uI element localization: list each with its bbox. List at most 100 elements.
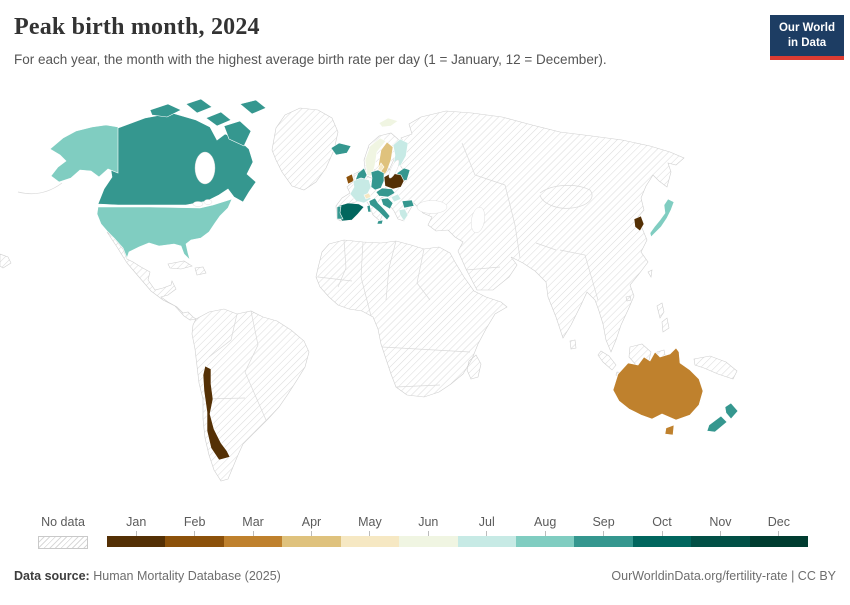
legend-month-jan: Jan bbox=[107, 514, 166, 547]
legend-tick bbox=[719, 531, 721, 536]
legend-no-data-label: No data bbox=[41, 515, 85, 529]
caspian-sea bbox=[471, 206, 485, 234]
region-hispaniola[interactable] bbox=[194, 266, 207, 276]
region-south-america[interactable] bbox=[191, 308, 310, 482]
data-source-label: Data source: bbox=[14, 569, 90, 583]
owid-logo-line1: Our World bbox=[778, 22, 835, 34]
legend-month-label: Aug bbox=[534, 515, 557, 529]
legend-month-jul: Jul bbox=[457, 514, 516, 547]
country-italy[interactable] bbox=[368, 197, 391, 225]
legend-month-dec: Dec bbox=[749, 514, 809, 547]
legend-month-nov: Nov bbox=[691, 514, 750, 547]
country-south-korea[interactable] bbox=[633, 215, 645, 232]
footer: Data source: Human Mortality Database (2… bbox=[14, 569, 836, 583]
country-iceland[interactable] bbox=[330, 142, 352, 156]
legend-month-aug: Aug bbox=[515, 514, 575, 547]
country-australia[interactable] bbox=[612, 347, 704, 421]
legend-month-label: Dec bbox=[767, 515, 790, 529]
legend-month-oct: Oct bbox=[632, 514, 692, 547]
legend-month-swatch[interactable] bbox=[691, 536, 750, 547]
legend-no-data: No data bbox=[38, 514, 88, 549]
legend-tick bbox=[486, 531, 488, 536]
legend-month-swatch[interactable] bbox=[749, 536, 809, 547]
legend-month-swatch[interactable] bbox=[165, 536, 224, 547]
legend-month-label: Nov bbox=[709, 515, 732, 529]
country-canada[interactable] bbox=[97, 112, 257, 206]
country-canada-arctic-islands[interactable] bbox=[149, 98, 267, 147]
great-lakes bbox=[192, 201, 204, 207]
country-germany[interactable] bbox=[370, 169, 385, 191]
legend-month-label: Mar bbox=[242, 515, 264, 529]
legend-month-label: Jul bbox=[478, 515, 495, 529]
baltic-sea bbox=[388, 159, 400, 179]
legend-month-jun: Jun bbox=[399, 514, 458, 547]
region-philippines[interactable] bbox=[656, 302, 670, 333]
legend-month-swatch[interactable] bbox=[574, 536, 633, 547]
legend-month-swatch[interactable] bbox=[340, 536, 400, 547]
country-usa-alaska[interactable] bbox=[49, 124, 119, 183]
legend-tick bbox=[135, 531, 137, 536]
country-greece[interactable] bbox=[398, 208, 409, 222]
region-madagascar[interactable] bbox=[466, 354, 482, 380]
hudson-bay bbox=[194, 151, 216, 185]
region-mexico-central-america[interactable] bbox=[106, 231, 197, 321]
map-legend: No data Jan Feb Mar Apr May bbox=[0, 514, 850, 554]
legend-no-data-swatch[interactable] bbox=[38, 536, 88, 549]
legend-month-swatch[interactable] bbox=[399, 536, 458, 547]
legend-month-label: Apr bbox=[301, 515, 322, 529]
owid-logo[interactable]: Our World in Data bbox=[770, 15, 844, 60]
legend-month-swatch[interactable] bbox=[107, 536, 166, 547]
region-taiwan bbox=[647, 269, 653, 278]
legend-month-swatch[interactable] bbox=[515, 536, 575, 547]
legend-tick bbox=[603, 531, 605, 536]
legend-month-swatch[interactable] bbox=[632, 536, 692, 547]
legend-month-apr: Apr bbox=[282, 514, 341, 547]
legend-month-swatch[interactable] bbox=[282, 536, 341, 547]
country-bulgaria[interactable] bbox=[401, 199, 415, 209]
legend-tick bbox=[369, 531, 371, 536]
region-cuba[interactable] bbox=[167, 260, 193, 270]
legend-month-swatch[interactable] bbox=[457, 536, 516, 547]
legend-month-label: May bbox=[358, 515, 382, 529]
country-svalbard[interactable] bbox=[378, 117, 399, 128]
legend-month-feb: Feb bbox=[165, 514, 224, 547]
country-switzerland[interactable] bbox=[363, 192, 372, 200]
legend-months: Jan Feb Mar Apr May Jun bbox=[107, 514, 809, 547]
page-subtitle: For each year, the month with the highes… bbox=[14, 52, 607, 67]
country-hungary[interactable] bbox=[390, 193, 402, 203]
country-denmark[interactable] bbox=[377, 162, 385, 172]
region-sumatra[interactable] bbox=[597, 350, 617, 371]
region-new-guinea[interactable] bbox=[693, 355, 738, 380]
legend-month-swatch[interactable] bbox=[223, 536, 283, 547]
data-source: Data source: Human Mortality Database (2… bbox=[14, 569, 281, 583]
legend-month-label: Jun bbox=[418, 515, 439, 529]
legend-month-may: May bbox=[340, 514, 400, 547]
footer-link[interactable]: OurWorldinData.org/fertility-rate | CC B… bbox=[611, 569, 836, 583]
country-portugal[interactable] bbox=[336, 205, 344, 220]
internal-borders-asia bbox=[461, 142, 599, 301]
country-australia-tasmania[interactable] bbox=[664, 424, 675, 436]
country-japan[interactable] bbox=[649, 198, 675, 238]
black-sea bbox=[416, 200, 448, 214]
legend-month-mar: Mar bbox=[223, 514, 283, 547]
legend-tick bbox=[544, 531, 546, 536]
country-czechia-austria[interactable] bbox=[375, 187, 396, 198]
owid-logo-line2: in Data bbox=[787, 36, 827, 49]
legend-month-label: Jan bbox=[126, 515, 147, 529]
legend-tick bbox=[194, 531, 196, 536]
country-usa[interactable] bbox=[96, 198, 233, 262]
country-new-zealand[interactable] bbox=[706, 402, 739, 433]
legend-month-label: Feb bbox=[183, 515, 206, 529]
legend-tick bbox=[427, 531, 429, 536]
region-hainan bbox=[625, 295, 632, 302]
region-greenland[interactable] bbox=[271, 107, 339, 191]
legend-month-sep: Sep bbox=[574, 514, 633, 547]
internal-borders-south-america bbox=[202, 310, 267, 421]
country-chile[interactable] bbox=[202, 365, 231, 461]
data-source-value[interactable]: Human Mortality Database (2025) bbox=[93, 569, 281, 583]
country-balkans[interactable] bbox=[380, 197, 394, 210]
legend-tick bbox=[661, 531, 663, 536]
legend-tick bbox=[310, 531, 312, 536]
